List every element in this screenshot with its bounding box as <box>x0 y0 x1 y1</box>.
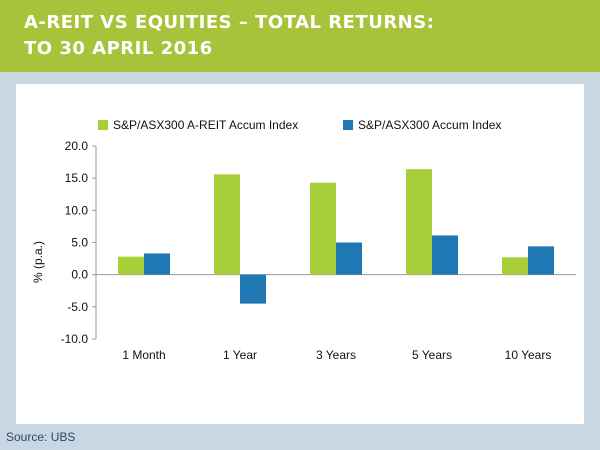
x-tick-label: 5 Years <box>412 348 452 362</box>
y-tick-label: 0.0 <box>71 268 88 282</box>
x-tick-label: 1 Year <box>223 348 257 362</box>
bar-asx300-3-years <box>336 242 362 275</box>
axes <box>92 145 576 340</box>
title-band: A-REIT VS EQUITIES – TOTAL RETURNS: TO 3… <box>0 0 600 72</box>
y-tick-label: 10.0 <box>65 203 89 217</box>
chart-title-line-2: TO 30 APRIL 2016 <box>24 38 213 59</box>
bar-a-reit-1-month <box>118 256 144 275</box>
y-tick-label: -5.0 <box>67 300 88 314</box>
legend-swatch-series-2 <box>343 120 353 130</box>
legend-swatch-series-1 <box>98 120 108 130</box>
bar-asx300-5-years <box>432 235 458 275</box>
legend-label-series-2: S&P/ASX300 Accum Index <box>358 118 501 132</box>
y-tick-label: 20.0 <box>65 139 89 153</box>
bar-asx300-1-year <box>240 274 266 304</box>
chart-panel: S&P/ASX300 A-REIT Accum Index S&P/ASX300… <box>16 84 584 424</box>
tick-labels: 20.0 15.0 10.0 5.0 0.0 -5.0 -10.0 1 Month 1 Year… <box>61 139 552 362</box>
bar-chart: S&P/ASX300 A-REIT Accum Index S&P/ASX300… <box>31 118 576 362</box>
y-axis-label: % (p.a.) <box>31 241 45 283</box>
bar-asx300-1-month <box>144 253 170 275</box>
x-tick-label: 10 Years <box>505 348 552 362</box>
bars <box>118 169 554 304</box>
chart-title-line-1: A-REIT VS EQUITIES – TOTAL RETURNS: <box>24 12 435 33</box>
x-tick-label: 1 Month <box>122 348 165 362</box>
y-tick-label: 5.0 <box>71 236 88 250</box>
bar-a-reit-3-years <box>310 182 336 275</box>
bar-a-reit-5-years <box>406 169 432 275</box>
bar-a-reit-1-year <box>214 174 240 275</box>
legend-label-series-1: S&P/ASX300 A-REIT Accum Index <box>113 118 298 132</box>
y-tick-label: -10.0 <box>61 332 89 346</box>
bar-asx300-10-years <box>528 246 554 275</box>
bar-a-reit-10-years <box>502 257 528 275</box>
y-tick-label: 15.0 <box>65 171 89 185</box>
x-tick-label: 3 Years <box>316 348 356 362</box>
legend: S&P/ASX300 A-REIT Accum Index S&P/ASX300… <box>98 118 501 132</box>
source-note: Source: UBS <box>6 430 76 444</box>
